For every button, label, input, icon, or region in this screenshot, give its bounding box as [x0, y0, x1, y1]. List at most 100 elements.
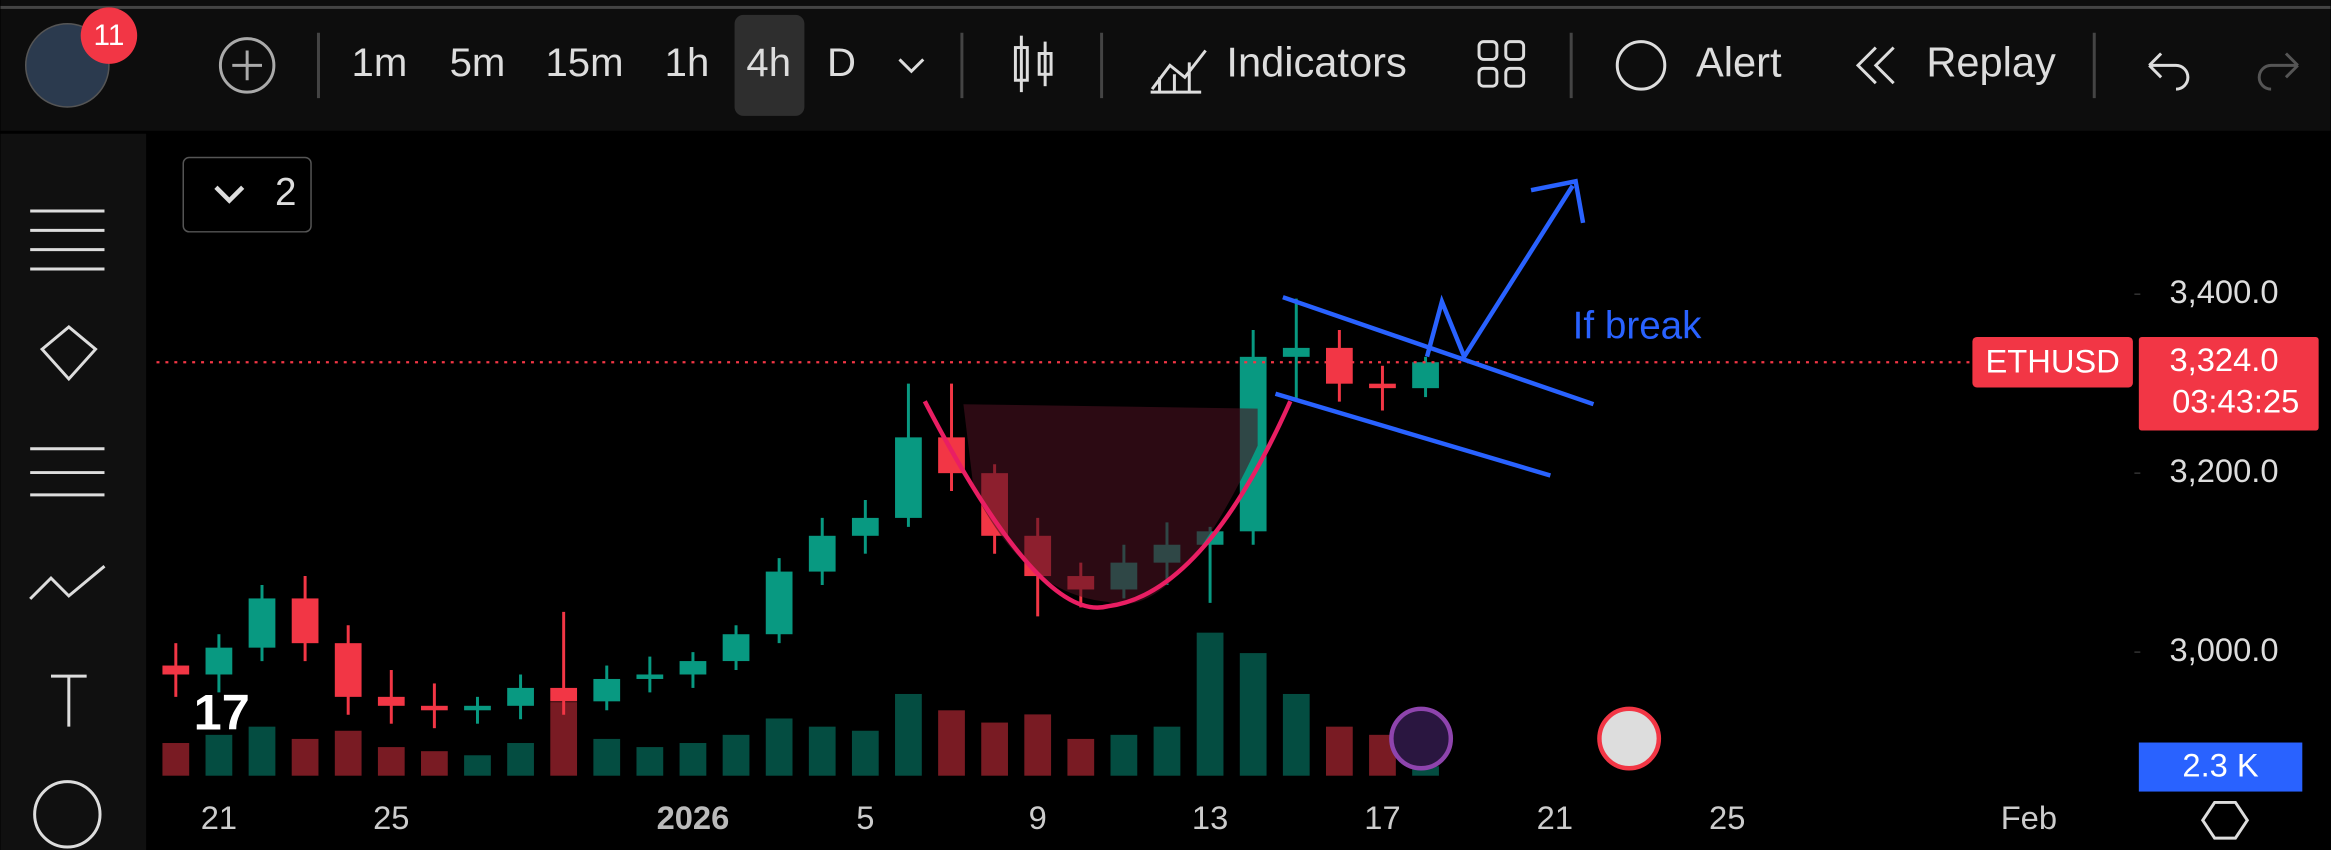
volume-label-bg [2138, 742, 2303, 792]
x-tick-label: 25 [373, 799, 409, 836]
notification-badge [80, 7, 138, 64]
drawing-sidebar [0, 133, 147, 850]
candle-body [550, 687, 578, 702]
x-tick-label: 2026 [657, 799, 730, 836]
candle-body [636, 674, 664, 679]
alert-button[interactable]: Alert [1696, 38, 1782, 85]
interval-dropdown[interactable] [898, 58, 925, 74]
volume-bar [938, 710, 965, 776]
x-tick-label: 25 [1709, 799, 1745, 836]
candle-body [464, 705, 491, 711]
channel-lines [1274, 295, 1595, 478]
top-edge [0, 5, 2331, 9]
redo[interactable] [2257, 52, 2299, 91]
symbol-label-bg [1972, 336, 2133, 388]
volume-bar [1282, 693, 1310, 776]
toolbar [0, 0, 2331, 131]
volume-bar [1325, 726, 1353, 776]
interval-selected [734, 14, 805, 116]
chart-type-icon[interactable] [1013, 35, 1053, 93]
replay-icon [1855, 46, 1895, 85]
x-tick-label: Feb [2001, 799, 2057, 836]
volume-bar [1110, 734, 1138, 776]
interval-button[interactable]: 1h [665, 40, 710, 85]
candle-body [421, 705, 448, 711]
volume-bar [1412, 766, 1439, 776]
volume-bar [1239, 653, 1267, 776]
price-label: 3,324.0 [2169, 341, 2278, 378]
volume-bar [162, 743, 190, 776]
add-symbol[interactable] [218, 37, 276, 94]
badge-count: 11 [94, 19, 125, 52]
candle-body [895, 437, 922, 518]
candle-body [722, 634, 750, 662]
interval-button[interactable]: 4h [746, 40, 791, 85]
tv-logo: 17 [194, 684, 250, 741]
volume-bar [895, 693, 922, 776]
candle-body [507, 687, 534, 706]
candle-body [1412, 362, 1439, 389]
legend-toggle[interactable] [182, 156, 312, 233]
candle-body [679, 661, 707, 675]
sidebar-tools[interactable] [29, 209, 106, 849]
replay-button[interactable]: Replay [1926, 38, 2056, 85]
candle-body [1282, 347, 1310, 357]
volume-bar [1196, 632, 1224, 776]
volume-bar [291, 738, 319, 776]
candle-body [808, 535, 836, 572]
volume-bar [248, 726, 276, 776]
volume-bar [507, 743, 534, 776]
candle-body [248, 598, 276, 648]
settings[interactable] [2200, 800, 2250, 840]
annotation: If break [1573, 305, 1703, 348]
indicators-icon [1150, 49, 1207, 94]
legend-count: 2 [275, 171, 296, 214]
candle-body [205, 647, 233, 675]
candle-body [851, 517, 879, 536]
x-tick-label: 9 [1029, 799, 1047, 836]
volume-bar [1067, 738, 1095, 776]
candle-body [377, 696, 405, 706]
x-tick-label: 21 [201, 799, 237, 836]
x-tick-label: 21 [1537, 799, 1573, 836]
interval-button[interactable]: 5m [450, 40, 506, 85]
indicators-button[interactable]: Indicators [1226, 38, 1406, 85]
layout-icon[interactable] [1477, 40, 1526, 88]
volume-bar [981, 722, 1008, 776]
chevron [214, 185, 245, 204]
candle-body [291, 598, 319, 644]
interval-button[interactable]: 1m [352, 40, 408, 85]
separators [316, 32, 2096, 99]
volume-bar [334, 730, 362, 776]
candle-body [162, 665, 190, 675]
x-tick-label: 5 [856, 799, 874, 836]
interval-button[interactable]: 15m [545, 40, 623, 85]
volume-bar [421, 751, 448, 776]
volume-bar [808, 726, 836, 776]
alert-icon [1615, 40, 1667, 91]
cup-shading [963, 404, 1258, 605]
x-tick-label: 13 [1192, 799, 1228, 836]
volume-bar [377, 747, 405, 776]
volume-bar [593, 738, 621, 776]
breakout-arrow [1424, 178, 1586, 362]
symbol-label: ETHUSD [1985, 342, 2119, 379]
candle-body [765, 571, 793, 635]
x-tick-label: 17 [1364, 799, 1400, 836]
events-marker[interactable] [1389, 706, 1454, 771]
volume-bar [636, 747, 664, 776]
candle-body [593, 678, 621, 702]
candle-body [334, 643, 362, 697]
y-tick-label: 3,200.0 [2169, 452, 2278, 489]
undo[interactable] [2148, 52, 2190, 91]
economic-event[interactable] [1597, 706, 1662, 771]
interval-button[interactable]: D [827, 40, 856, 85]
volume-bar [464, 755, 491, 776]
volume-bar [679, 743, 707, 776]
plus-icon [232, 50, 263, 81]
y-tick-label: 3,400.0 [2169, 273, 2278, 310]
volume-bar [1153, 726, 1181, 776]
candle-body [1325, 347, 1353, 384]
